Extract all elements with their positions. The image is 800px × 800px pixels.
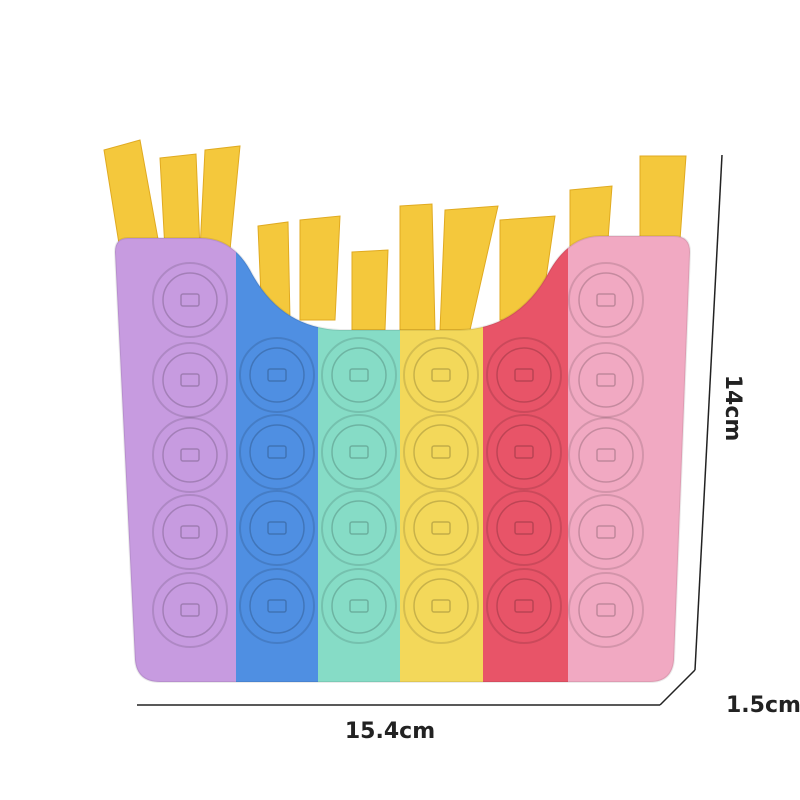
bubble-dome	[413, 500, 469, 556]
fries-emboss-icon	[180, 448, 200, 462]
fries-emboss-icon	[180, 603, 200, 617]
bubble-dome	[162, 582, 218, 638]
bubble-dome	[578, 427, 634, 483]
bubble-dome	[496, 347, 552, 403]
dimension-lines	[137, 154, 723, 706]
fry	[159, 153, 201, 251]
depth-label: 1.5cm	[726, 693, 800, 718]
fry	[351, 249, 389, 331]
fries-emboss-icon	[349, 521, 369, 535]
fries-emboss-icon	[267, 445, 287, 459]
bubble-dome	[578, 504, 634, 560]
bubble-dome	[249, 347, 305, 403]
fries-emboss-icon	[431, 599, 451, 613]
fries-emboss-icon	[431, 521, 451, 535]
fry	[439, 205, 499, 331]
fries-emboss-icon	[514, 445, 534, 459]
fries-emboss-icon	[180, 373, 200, 387]
bubble-dome	[578, 582, 634, 638]
bubble-dome	[162, 272, 218, 328]
bubble-dome	[496, 500, 552, 556]
bubble-dome	[496, 424, 552, 480]
bubble-dome	[249, 578, 305, 634]
bubbles-group	[152, 262, 644, 648]
fries-emboss-icon	[514, 368, 534, 382]
bubble-dome	[331, 424, 387, 480]
fries-emboss-icon	[267, 368, 287, 382]
fry	[199, 145, 241, 251]
bubble-dome	[578, 272, 634, 328]
fries-emboss-icon	[267, 599, 287, 613]
fry	[103, 139, 161, 251]
bubble-dome	[162, 504, 218, 560]
fries-emboss-icon	[596, 293, 616, 307]
bubble-dome	[249, 424, 305, 480]
height-label: 14cm	[720, 375, 745, 442]
fries-emboss-icon	[514, 599, 534, 613]
bubble-dome	[413, 578, 469, 634]
fry	[639, 155, 687, 241]
fries-emboss-icon	[180, 525, 200, 539]
fries-emboss-icon	[596, 603, 616, 617]
bubble-dome	[578, 352, 634, 408]
bubble-dome	[413, 347, 469, 403]
fries-emboss-icon	[349, 445, 369, 459]
fries-emboss-icon	[431, 445, 451, 459]
bubble-dome	[413, 424, 469, 480]
bubble-dome	[331, 347, 387, 403]
bubble-dome	[162, 352, 218, 408]
bubble-dome	[249, 500, 305, 556]
fries-emboss-icon	[514, 521, 534, 535]
fry	[299, 215, 341, 321]
bubble-dome	[331, 578, 387, 634]
bubble-dome	[331, 500, 387, 556]
fries-emboss-icon	[180, 293, 200, 307]
fries-emboss-icon	[596, 448, 616, 462]
bubble-dome	[162, 427, 218, 483]
fries-emboss-icon	[431, 368, 451, 382]
fries-emboss-icon	[349, 368, 369, 382]
fries-emboss-icon	[267, 521, 287, 535]
fries-emboss-icon	[349, 599, 369, 613]
fry	[399, 203, 436, 331]
bubble-dome	[496, 578, 552, 634]
width-label: 15.4cm	[345, 719, 435, 744]
fries-emboss-icon	[596, 373, 616, 387]
fries-emboss-icon	[596, 525, 616, 539]
